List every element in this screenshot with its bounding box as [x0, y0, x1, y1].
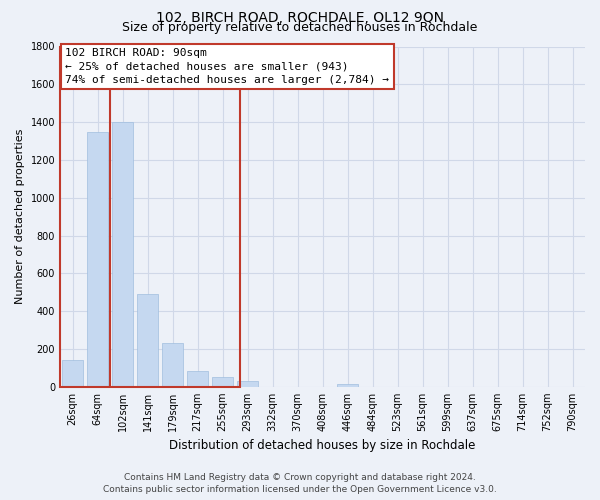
Bar: [187, 370, 208, 387]
Bar: [87, 132, 108, 387]
Bar: [60, 46, 240, 387]
Bar: [237, 381, 258, 387]
Bar: [112, 122, 133, 387]
Bar: [212, 378, 233, 387]
Text: Size of property relative to detached houses in Rochdale: Size of property relative to detached ho…: [122, 21, 478, 34]
X-axis label: Distribution of detached houses by size in Rochdale: Distribution of detached houses by size …: [169, 440, 476, 452]
Bar: [137, 294, 158, 387]
Text: 102, BIRCH ROAD, ROCHDALE, OL12 9QN: 102, BIRCH ROAD, ROCHDALE, OL12 9QN: [156, 11, 444, 25]
Y-axis label: Number of detached properties: Number of detached properties: [15, 129, 25, 304]
Bar: [162, 344, 183, 387]
Bar: [337, 384, 358, 387]
Bar: [62, 360, 83, 387]
Text: Contains HM Land Registry data © Crown copyright and database right 2024.
Contai: Contains HM Land Registry data © Crown c…: [103, 472, 497, 494]
Text: 102 BIRCH ROAD: 90sqm
← 25% of detached houses are smaller (943)
74% of semi-det: 102 BIRCH ROAD: 90sqm ← 25% of detached …: [65, 48, 389, 84]
